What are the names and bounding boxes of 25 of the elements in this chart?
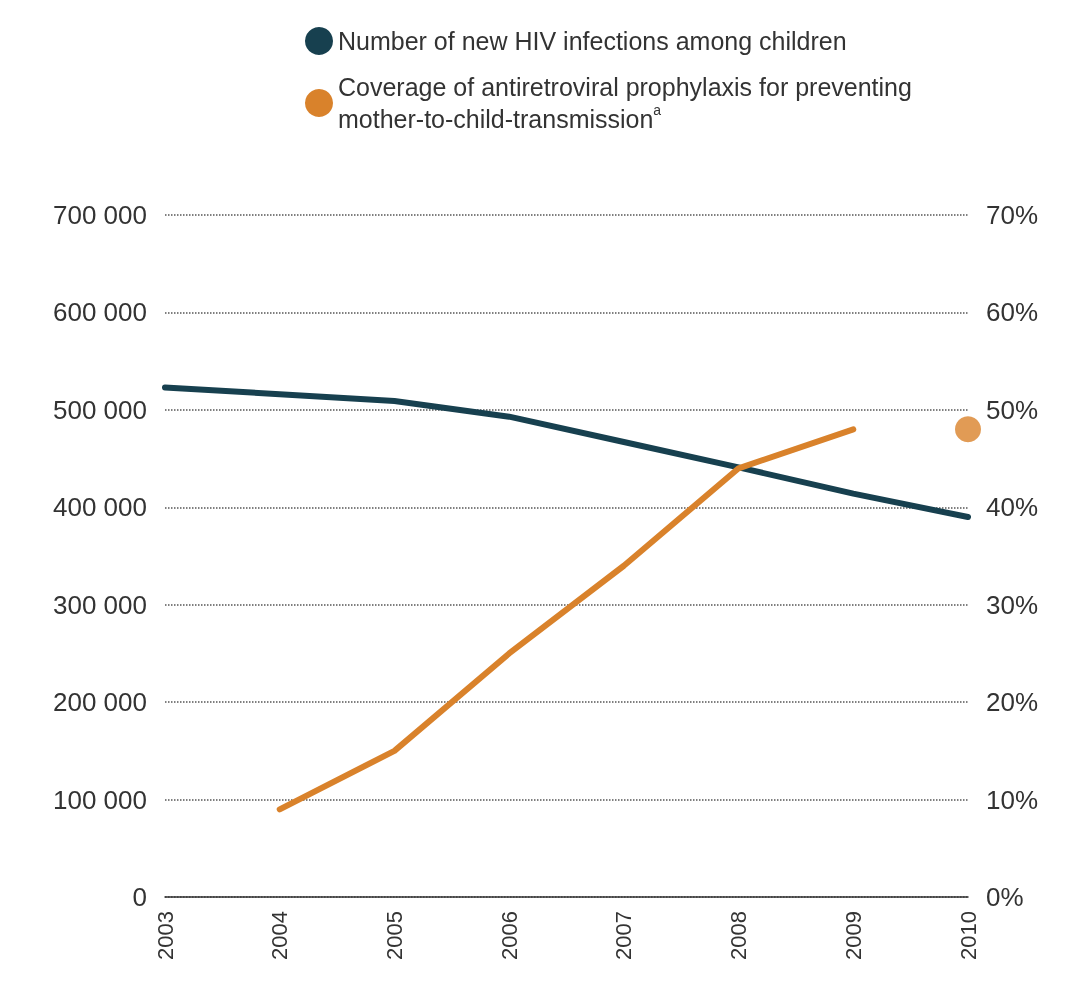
y-tick-label: 0: [132, 882, 147, 912]
x-tick-label: 2007: [611, 911, 637, 960]
y-tick-label: 300 000: [53, 589, 147, 620]
y2-tick-label: 30%: [986, 589, 1039, 620]
y-tick-label: 600 000: [53, 297, 147, 328]
y-tick-label: 200 000: [53, 687, 147, 718]
legend-label: Number of new HIV infections among children: [338, 27, 847, 55]
x-tick-label: 2008: [726, 911, 752, 960]
y2-tick-label: 0%: [986, 882, 1024, 912]
y2-tick-label: 60%: [986, 297, 1039, 328]
x-tick-label: 2010: [955, 911, 981, 960]
y-tick-label: 500 000: [53, 394, 147, 425]
y-tick-label: 700 000: [53, 200, 147, 230]
y2-tick-label: 70%: [986, 200, 1039, 230]
y-tick-label: 400 000: [53, 492, 147, 523]
y-tick-label: 100 000: [53, 784, 147, 815]
y2-tick-label: 20%: [986, 687, 1039, 718]
x-tick-label: 2005: [381, 911, 407, 960]
x-tick-label: 2004: [267, 911, 293, 960]
x-tick-label: 2003: [152, 911, 178, 960]
x-tick-label: 2006: [496, 911, 522, 960]
y2-tick-label: 10%: [986, 784, 1039, 815]
x-tick-label: 2009: [840, 911, 866, 960]
y2-tick-label: 40%: [986, 492, 1039, 523]
y2-tick-label: 50%: [986, 394, 1039, 425]
